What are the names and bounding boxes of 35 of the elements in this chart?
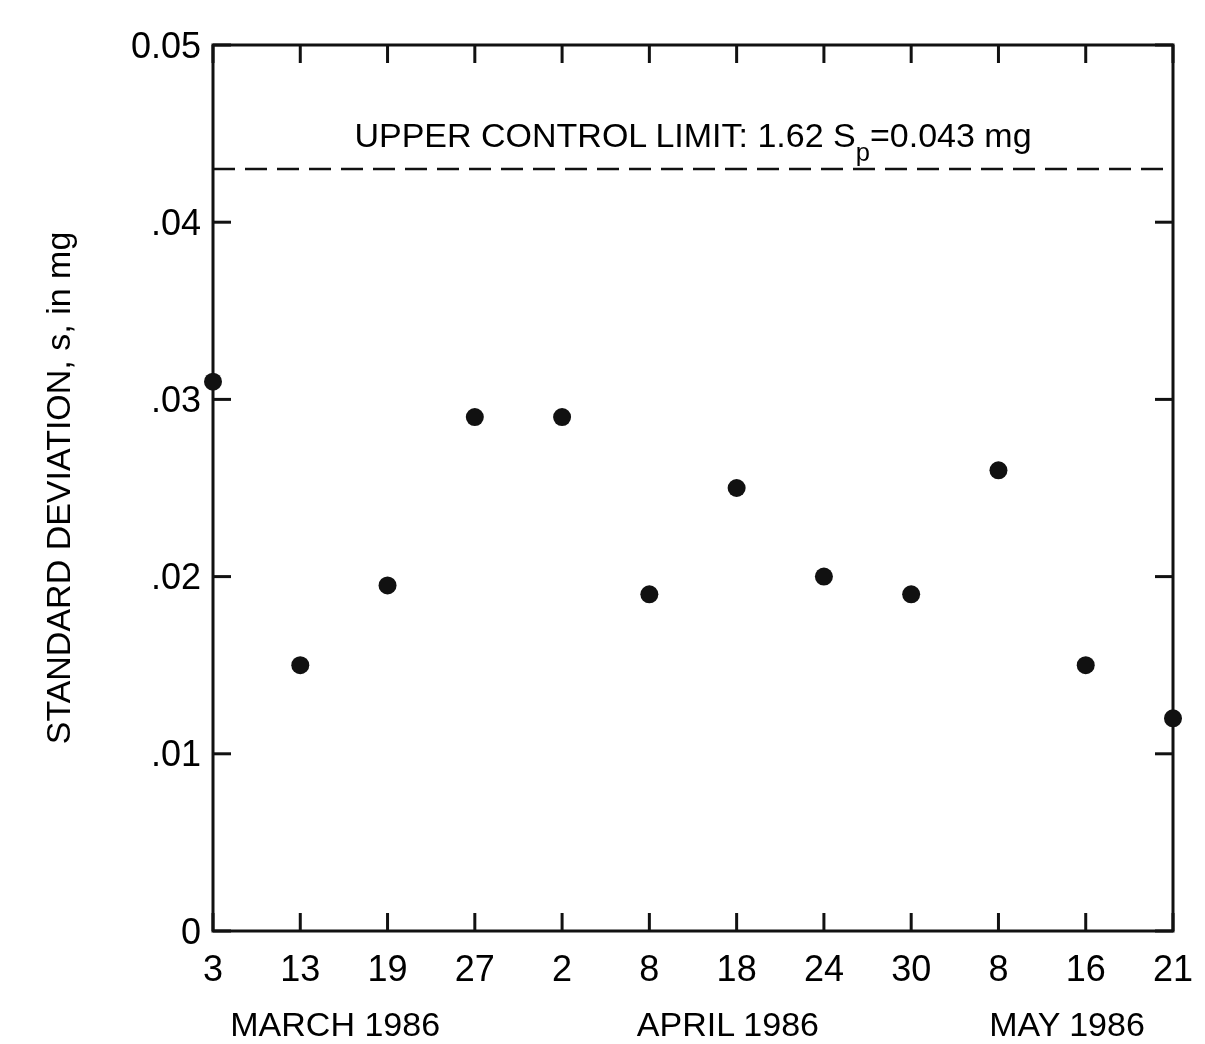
point — [640, 585, 659, 604]
y-tick-label: 0 — [180, 910, 201, 952]
y-tick-label: .03 — [150, 379, 201, 420]
text: APRIL 1986 — [636, 1005, 819, 1043]
x-tick-label: 19 — [367, 948, 408, 989]
x-tick-label: 8 — [988, 948, 1009, 989]
point — [204, 372, 222, 391]
point — [553, 408, 572, 427]
point — [378, 576, 397, 595]
x-tick-label: 27 — [454, 948, 495, 989]
y-axis-title: STANDARD DEVIATION, s, in mg — [39, 231, 77, 745]
x-tick-label: 18 — [716, 948, 757, 989]
point — [727, 479, 746, 497]
x-tick-label: 2 — [552, 948, 573, 989]
y-tick-label: .02 — [150, 556, 201, 598]
y-tick-label: 0.05 — [130, 24, 201, 66]
x-tick-label: 8 — [639, 948, 660, 989]
y-tick-label: .04 — [150, 201, 201, 243]
x-tick-label: 21 — [1152, 948, 1194, 989]
point — [902, 585, 921, 604]
ref-line-label: UPPER CONTROL LIMIT: 1.62 S$_{p}$=0.043 mg — [354, 116, 1032, 167]
text: MARCH 1986 — [230, 1005, 441, 1043]
point — [989, 461, 1008, 480]
point — [465, 408, 484, 427]
y-tick-label: .01 — [150, 733, 201, 775]
x-tick-label: 13 — [280, 948, 321, 989]
point — [814, 567, 833, 586]
x-tick-label: 30 — [891, 948, 932, 989]
text: MAY 1986 — [989, 1005, 1145, 1043]
point — [1164, 709, 1182, 728]
x-tick-label: 24 — [803, 948, 844, 989]
point — [291, 656, 310, 675]
x-tick-label: 3 — [202, 948, 224, 989]
point — [1076, 656, 1095, 675]
x-tick-label: 16 — [1065, 948, 1106, 989]
